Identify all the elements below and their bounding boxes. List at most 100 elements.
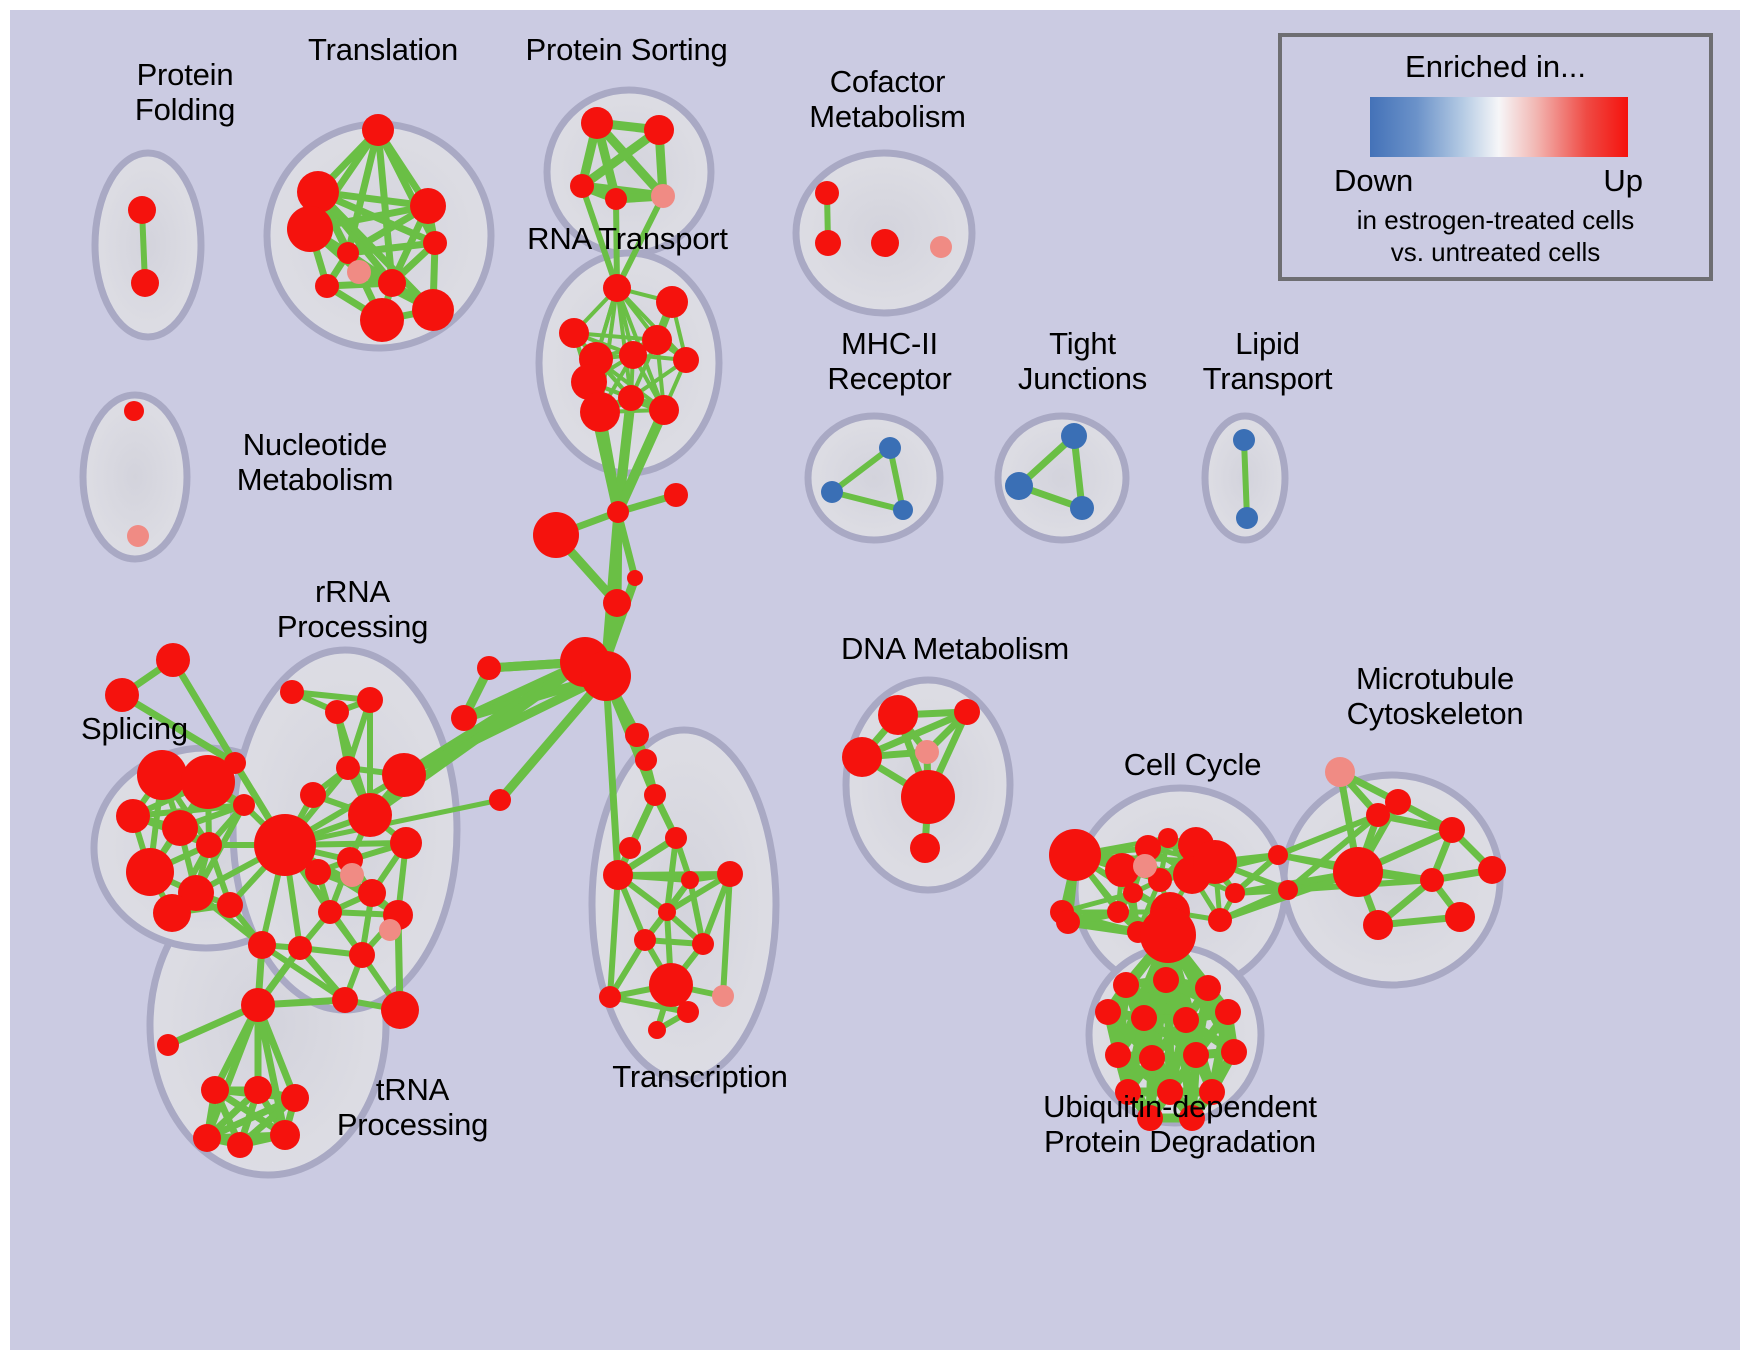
node: [1215, 999, 1241, 1025]
node: [382, 753, 426, 797]
legend-up-label: Up: [1603, 163, 1643, 198]
cluster-label-nucleotide-metabolism: Nucleotide Metabolism: [236, 427, 394, 497]
cluster-label-dna-metabolism: DNA Metabolism: [840, 631, 1070, 666]
node: [1173, 1007, 1199, 1033]
node: [581, 651, 631, 701]
cluster-label-ubiquitin-protein-degradation: Ubiquitin-dependent Protein Degradation: [1043, 1089, 1317, 1159]
node: [227, 1132, 253, 1158]
node: [390, 827, 422, 859]
cluster-label-rrna-processing: rRNA Processing: [276, 574, 429, 644]
node: [1140, 907, 1196, 963]
node: [379, 919, 401, 941]
node: [1439, 817, 1465, 843]
node: [627, 570, 643, 586]
node: [1105, 853, 1139, 887]
node: [1208, 908, 1232, 932]
node: [570, 174, 594, 198]
node: [1005, 472, 1033, 500]
node: [280, 680, 304, 704]
node: [1049, 829, 1101, 881]
node: [651, 184, 675, 208]
node: [1363, 910, 1393, 940]
node: [1195, 975, 1221, 1001]
node: [315, 274, 339, 298]
node: [1233, 429, 1255, 451]
node: [1333, 847, 1383, 897]
node: [254, 814, 316, 876]
cluster-label-cell-cycle: Cell Cycle: [1123, 747, 1262, 782]
network-nodes: [105, 107, 1506, 1158]
node: [642, 325, 672, 355]
node: [358, 879, 386, 907]
node: [1157, 1079, 1183, 1105]
node: [288, 936, 312, 960]
node: [871, 229, 899, 257]
node: [1131, 1005, 1157, 1031]
node: [1478, 856, 1506, 884]
node: [325, 700, 349, 724]
node: [580, 392, 620, 432]
node: [1070, 496, 1094, 520]
node: [581, 107, 613, 139]
node: [1278, 880, 1298, 900]
node: [634, 929, 656, 951]
node: [1268, 845, 1288, 865]
node: [1183, 1042, 1209, 1068]
cluster-label-cofactor-metabolism: Cofactor Metabolism: [809, 64, 966, 134]
node: [571, 364, 607, 400]
node: [124, 401, 144, 421]
node: [348, 793, 392, 837]
node: [649, 395, 679, 425]
node: [665, 827, 687, 849]
node: [618, 385, 644, 411]
node: [815, 230, 841, 256]
cluster-label-translation: Translation: [308, 32, 458, 67]
node: [349, 942, 375, 968]
node: [105, 678, 139, 712]
node: [248, 931, 276, 959]
node: [842, 737, 882, 777]
node: [157, 1034, 179, 1056]
node: [1137, 1105, 1163, 1131]
node: [305, 859, 331, 885]
node: [297, 171, 339, 213]
node: [131, 269, 159, 297]
node: [619, 837, 641, 859]
node: [677, 1001, 699, 1023]
node: [717, 861, 743, 887]
node: [217, 892, 243, 918]
node: [878, 695, 918, 735]
node: [603, 274, 631, 302]
node: [1385, 789, 1411, 815]
node: [181, 755, 235, 809]
node: [337, 242, 359, 264]
node: [1115, 1079, 1141, 1105]
node: [1221, 1039, 1247, 1065]
node: [270, 1120, 300, 1150]
node: [318, 900, 342, 924]
node: [162, 810, 198, 846]
node: [673, 347, 699, 373]
node: [603, 860, 633, 890]
node: [681, 871, 699, 889]
node: [300, 782, 326, 808]
cluster-label-tight-junctions: Tight Junctions: [1017, 326, 1148, 396]
node: [644, 784, 666, 806]
node: [410, 188, 446, 224]
node: [910, 833, 940, 863]
cluster-ellipse-tight-junctions: [994, 412, 1130, 544]
cluster-label-microtubule-cytoskeleton: Microtubule Cytoskeleton: [1346, 661, 1524, 731]
node: [336, 756, 360, 780]
node: [664, 483, 688, 507]
node: [635, 749, 657, 771]
node: [625, 723, 649, 747]
node: [381, 991, 419, 1029]
node: [1056, 910, 1080, 934]
cluster-label-splicing: Splicing: [81, 711, 188, 746]
node: [451, 705, 477, 731]
node: [648, 1021, 666, 1039]
node: [559, 318, 589, 348]
node: [360, 298, 404, 342]
node: [1158, 828, 1178, 848]
